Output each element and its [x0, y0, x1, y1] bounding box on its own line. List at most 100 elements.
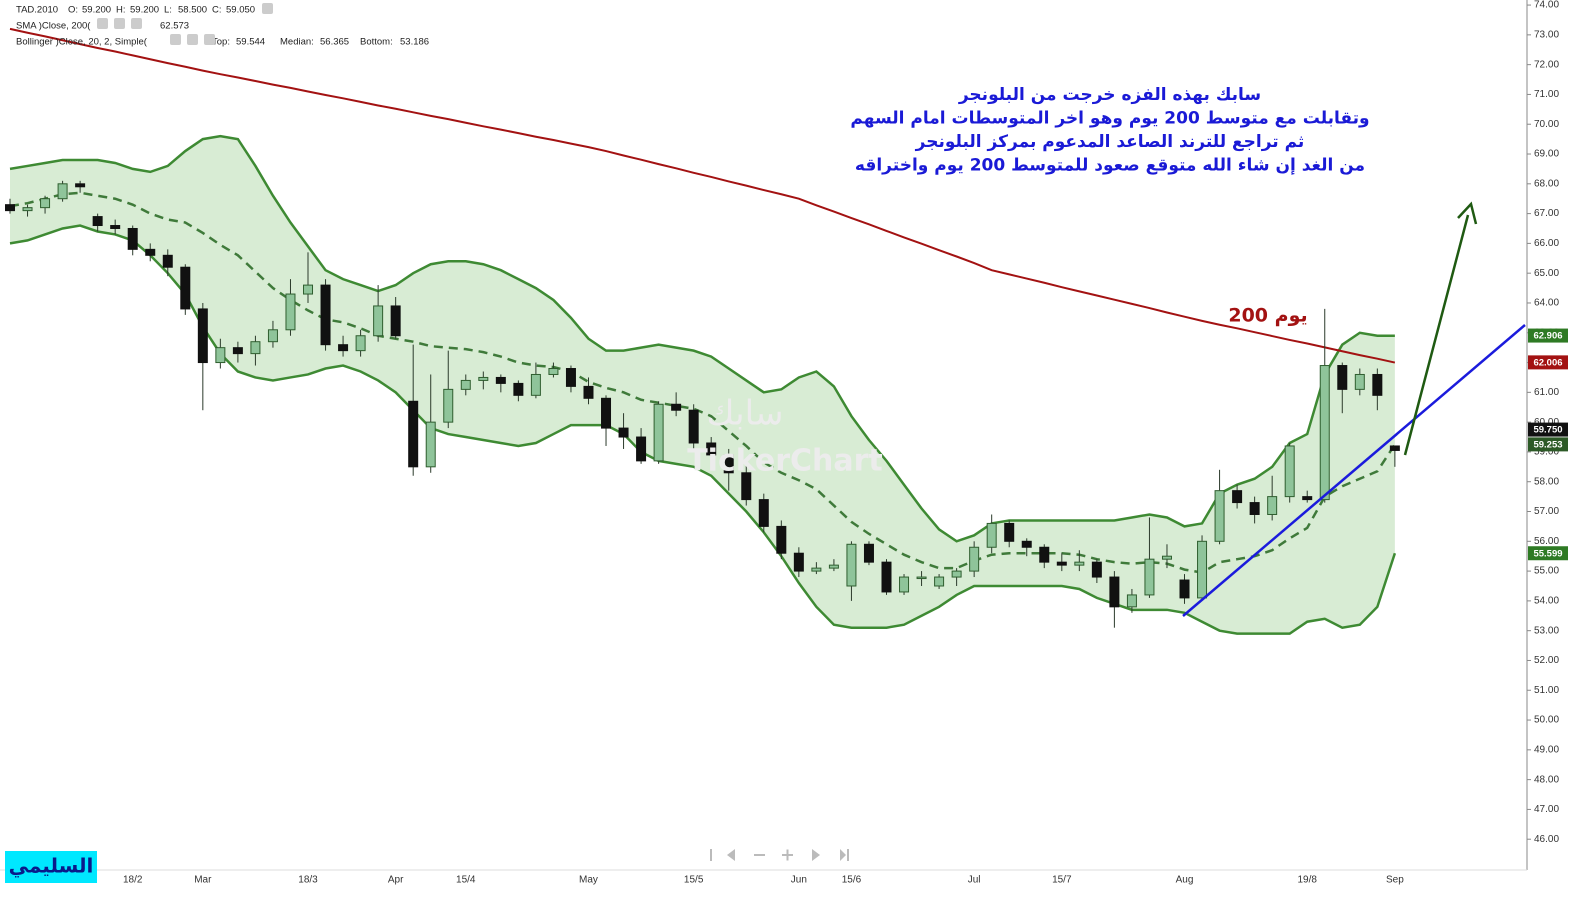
candle-body — [478, 376, 489, 381]
y-tick-label: 69.00 — [1534, 149, 1559, 160]
candle-body — [460, 379, 471, 390]
candle-body — [601, 397, 612, 429]
candle-body — [530, 373, 541, 396]
candle-body — [5, 204, 15, 212]
price-tag-label: 55.599 — [1533, 548, 1562, 559]
candle-body — [1284, 445, 1295, 498]
toolbar-icon[interactable] — [812, 849, 820, 861]
header-icon — [97, 18, 108, 29]
x-tick-label: 18/3 — [298, 875, 318, 886]
header-text: L: — [164, 5, 172, 16]
y-tick-label: 59.00 — [1534, 447, 1559, 458]
toolbar-icon[interactable] — [840, 849, 846, 861]
header-icon — [131, 18, 142, 29]
y-tick-label: 54.00 — [1534, 596, 1559, 607]
toolbar-icon[interactable] — [847, 849, 849, 861]
candle-body — [22, 207, 33, 212]
x-tick-label: 19/8 — [1297, 875, 1317, 886]
header-text: Bottom: — [360, 37, 393, 48]
annotation: سابك بهذه الفزه خرجت من البلونجر وتقابلت … — [850, 85, 1369, 176]
candle-body — [127, 227, 138, 250]
header-icon — [262, 3, 273, 14]
candle-body — [741, 472, 752, 501]
y-tick-label: 50.00 — [1534, 715, 1559, 726]
x-tick-label: Aug — [1176, 875, 1194, 886]
annotation-line: ثم تراجع للترند الصاعد المدعوم بمركز الب… — [915, 132, 1305, 152]
header-text: C: — [212, 5, 222, 16]
candle-body — [180, 266, 191, 310]
candle-body — [565, 368, 576, 387]
candle-body — [1074, 561, 1085, 566]
candle-body — [881, 561, 892, 593]
candle-body — [1179, 579, 1190, 599]
candle-body — [793, 552, 804, 572]
candle-body — [215, 347, 226, 364]
candle-body — [583, 385, 594, 399]
price-tag — [1528, 328, 1568, 343]
price-tag-label: 59.253 — [1533, 439, 1562, 450]
candle-body — [934, 576, 945, 587]
y-tick-label: 56.00 — [1534, 536, 1559, 547]
y-tick-label: 64.00 — [1534, 298, 1559, 309]
candle-body — [1337, 365, 1348, 390]
y-tick-label: 72.00 — [1534, 59, 1559, 70]
annotation-line: وتقابلت مع متوسط 200 يوم وهو اخر المتوسط… — [850, 109, 1369, 129]
candle-body — [1144, 558, 1155, 596]
candle-body — [1039, 546, 1050, 563]
candle-body — [495, 376, 506, 384]
candle-body — [636, 436, 647, 462]
y-tick-label: 71.00 — [1534, 89, 1559, 100]
x-tick-label: 18/2 — [123, 875, 143, 886]
x-tick-label: Sep — [1386, 875, 1404, 886]
candle-body — [92, 216, 103, 227]
candle-body — [706, 442, 717, 456]
trend-line — [1182, 324, 1526, 617]
candle-body — [443, 388, 454, 423]
y-tick-label: 48.00 — [1534, 774, 1559, 785]
header: TAD.2010 O: 59.200 H: 59.200 L: 58.500 C: 59.050… — [16, 3, 429, 48]
candle-body — [828, 564, 839, 569]
y-tick-label: 52.00 — [1534, 655, 1559, 666]
y-tick-label: 65.00 — [1534, 268, 1559, 279]
candle-body — [1214, 490, 1225, 542]
candle-body — [1109, 576, 1120, 608]
bollinger-lower — [9, 224, 1397, 635]
y-tick-label: 67.00 — [1534, 208, 1559, 219]
y-tick-label: 58.00 — [1534, 476, 1559, 487]
candle-body — [40, 198, 51, 209]
toolbar[interactable] — [710, 849, 849, 861]
candle-body — [548, 368, 559, 375]
candle-body — [811, 567, 822, 572]
candle-body — [969, 546, 980, 572]
candle-body — [1232, 490, 1243, 504]
y-tick-label: 74.00 — [1534, 0, 1559, 11]
toolbar-icon[interactable] — [710, 849, 712, 861]
toolbar-icon[interactable] — [754, 854, 765, 856]
price-tag — [1528, 546, 1568, 561]
candle-body — [1354, 373, 1365, 390]
y-tick-label: 70.00 — [1534, 119, 1559, 130]
x-tick-label: 15/6 — [842, 875, 862, 886]
candle-body — [1267, 496, 1278, 515]
candle-body — [916, 576, 927, 580]
y-tick-label: 47.00 — [1534, 804, 1559, 815]
candle-body — [232, 347, 243, 355]
candle-body — [1091, 561, 1102, 578]
y-tick-label: 68.00 — [1534, 178, 1559, 189]
candle-body — [1126, 594, 1137, 608]
header-text: 62.573 — [160, 21, 189, 32]
candle-body — [110, 225, 121, 229]
candle-body — [846, 543, 857, 587]
candle-body — [408, 400, 419, 468]
candle-body — [723, 454, 734, 474]
x-tick-label: May — [579, 875, 598, 886]
price-tag-label: 62.006 — [1533, 357, 1562, 368]
x-tick-label: 15/4 — [456, 875, 476, 886]
candle-body — [688, 409, 699, 444]
candle-body — [618, 427, 629, 438]
toolbar-icon[interactable] — [786, 849, 789, 861]
y-tick-label: 66.00 — [1534, 238, 1559, 249]
candle-body — [1319, 365, 1330, 501]
toolbar-icon[interactable] — [727, 849, 735, 861]
